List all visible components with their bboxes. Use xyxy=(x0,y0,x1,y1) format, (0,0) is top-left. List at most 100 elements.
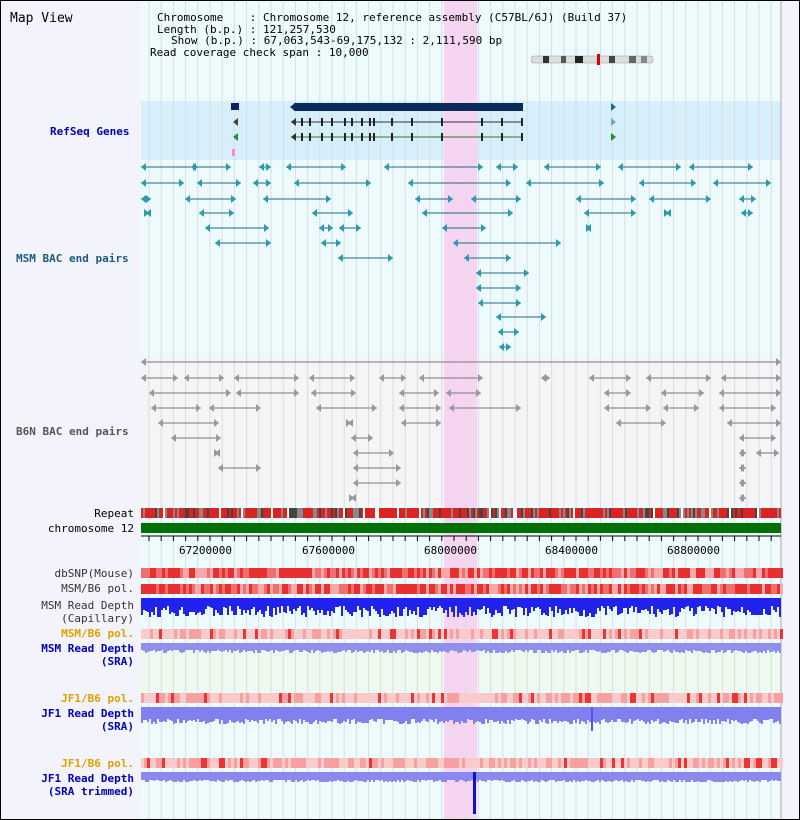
read-depth-bar xyxy=(741,643,743,652)
bac-end-marker xyxy=(513,163,518,171)
read-depth-bar xyxy=(655,598,657,617)
read-depth-bar xyxy=(709,707,711,720)
polymorphism-cell xyxy=(213,693,216,703)
repeat-segment xyxy=(531,508,533,518)
read-depth-bar xyxy=(747,598,749,610)
polymorphism-cell xyxy=(768,568,771,578)
read-depth-bar xyxy=(379,772,381,781)
read-depth-bar xyxy=(685,707,687,720)
track-label-b6n-bac[interactable]: B6N BAC end pairs xyxy=(16,425,129,438)
polymorphism-cell xyxy=(423,758,426,768)
read-depth-bar xyxy=(439,643,441,651)
read-depth-bar xyxy=(759,598,761,615)
read-depth-bar xyxy=(145,643,147,653)
bac-end-marker xyxy=(321,239,326,247)
read-depth-bar xyxy=(437,707,439,724)
read-depth-bar xyxy=(543,707,545,719)
read-depth-bar xyxy=(451,707,453,720)
read-depth-bar xyxy=(223,707,225,724)
repeat-segment xyxy=(499,508,501,518)
polymorphism-cell xyxy=(159,758,162,768)
polymorphism-cell xyxy=(687,693,690,703)
read-depth-bar xyxy=(405,598,407,607)
chromosome-ideogram[interactable] xyxy=(531,54,655,66)
read-depth-bar xyxy=(595,772,597,781)
bac-end-marker xyxy=(541,374,546,382)
read-depth-bar xyxy=(575,772,577,782)
polymorphism-cell xyxy=(219,584,222,594)
read-depth-bar xyxy=(313,772,315,780)
read-depth-spike xyxy=(473,772,476,814)
read-depth-bar xyxy=(753,772,755,782)
read-depth-bar xyxy=(173,643,175,650)
polymorphism-cell xyxy=(318,693,321,703)
polymorphism-cell xyxy=(717,693,720,703)
polymorphism-cell xyxy=(324,758,327,768)
track-label-msm-bac[interactable]: MSM BAC end pairs xyxy=(16,252,129,265)
bac-end-marker xyxy=(338,254,343,262)
polymorphism-cell xyxy=(270,693,273,703)
read-depth-bar xyxy=(295,598,297,611)
polymorphism-cell xyxy=(420,584,423,594)
read-depth-bar xyxy=(727,772,729,782)
read-depth-bar xyxy=(305,707,307,722)
read-depth-bar xyxy=(619,598,621,614)
track-label-refseq[interactable]: RefSeq Genes xyxy=(50,125,130,138)
repeat-segment xyxy=(747,508,749,518)
polymorphism-cell xyxy=(588,629,591,639)
read-depth-bar xyxy=(731,772,733,782)
read-depth-bar xyxy=(359,598,361,610)
polymorphism-cell xyxy=(291,584,294,594)
bac-end-marker xyxy=(294,374,299,382)
read-depth-bar xyxy=(717,772,719,782)
read-depth-bar xyxy=(465,707,467,723)
exon xyxy=(351,118,353,126)
polymorphism-cell xyxy=(273,758,276,768)
read-depth-bar xyxy=(347,643,349,650)
read-depth-bar xyxy=(531,598,533,607)
bac-end-marker xyxy=(199,209,204,217)
repeat-segment xyxy=(285,508,287,518)
polymorphism-cell xyxy=(453,758,456,768)
polymorphism-cell xyxy=(303,584,306,594)
polymorphism-cell xyxy=(642,568,645,578)
read-depth-bar xyxy=(761,643,763,653)
repeat-segment xyxy=(147,508,149,518)
bac-end-marker xyxy=(691,179,696,187)
read-depth-bar xyxy=(201,772,203,781)
repeat-segment xyxy=(609,508,611,518)
track-label-dbsnp: dbSNP(Mouse) xyxy=(54,567,134,580)
polymorphism-cell xyxy=(360,568,363,578)
bac-end-marker xyxy=(266,163,271,171)
polymorphism-cell xyxy=(714,568,717,578)
read-depth-bar xyxy=(779,707,781,724)
polymorphism-cell xyxy=(663,629,666,639)
polymorphism-cell xyxy=(210,629,213,639)
track-label-chromosome: chromosome 12 xyxy=(47,522,134,535)
read-depth-bar xyxy=(571,772,573,782)
repeat-segment xyxy=(459,508,461,518)
read-depth-bar xyxy=(735,598,737,612)
polymorphism-cell xyxy=(261,758,264,768)
polymorphism-cell xyxy=(648,568,651,578)
read-depth-bar xyxy=(329,643,331,652)
polymorphism-cell xyxy=(567,584,570,594)
repeat-segment xyxy=(437,508,439,518)
read-depth-bar xyxy=(357,772,359,781)
read-depth-bar xyxy=(599,707,601,724)
read-depth-bar xyxy=(773,643,775,651)
read-depth-bar xyxy=(363,643,365,653)
repeat-segment xyxy=(371,508,373,518)
polymorphism-cell xyxy=(381,629,384,639)
polymorphism-cell xyxy=(543,693,546,703)
exon xyxy=(481,133,483,141)
polymorphism-cell xyxy=(597,758,600,768)
read-depth-bar xyxy=(269,772,271,782)
polymorphism-cell xyxy=(243,584,246,594)
repeat-segment xyxy=(471,508,473,518)
polymorphism-cell xyxy=(630,758,633,768)
polymorphism-cell xyxy=(327,758,330,768)
polymorphism-cell xyxy=(528,758,531,768)
polymorphism-cell xyxy=(444,568,447,578)
